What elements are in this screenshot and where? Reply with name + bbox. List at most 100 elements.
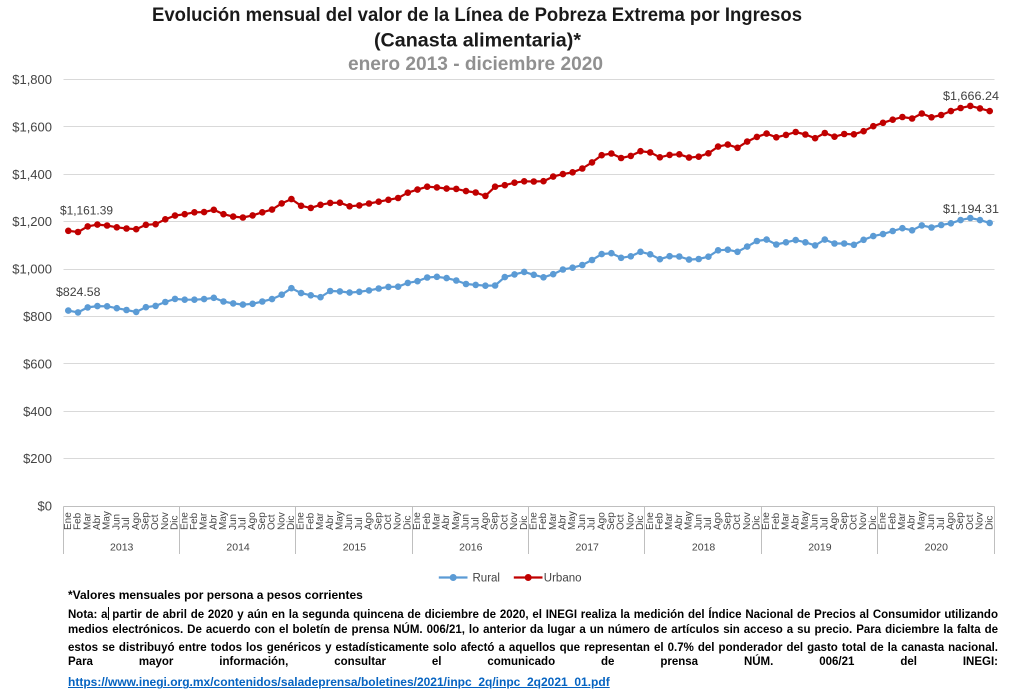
svg-text:Ago: Ago bbox=[596, 512, 607, 530]
svg-text:2013: 2013 bbox=[110, 542, 134, 554]
svg-text:Jun: Jun bbox=[693, 514, 704, 530]
svg-text:Feb: Feb bbox=[538, 512, 549, 530]
svg-text:Jun: Jun bbox=[111, 514, 122, 530]
svg-text:Ago: Ago bbox=[247, 512, 258, 530]
svg-text:Feb: Feb bbox=[189, 512, 200, 530]
svg-text:Mar: Mar bbox=[897, 512, 908, 530]
svg-text:2014: 2014 bbox=[226, 542, 250, 554]
svg-text:2019: 2019 bbox=[808, 542, 832, 554]
svg-text:Ago: Ago bbox=[946, 512, 957, 530]
svg-text:$1,194.31: $1,194.31 bbox=[943, 202, 999, 216]
svg-text:Nov: Nov bbox=[509, 512, 520, 530]
svg-text:$824.58: $824.58 bbox=[56, 285, 101, 299]
svg-text:Feb: Feb bbox=[305, 512, 316, 530]
svg-text:Feb: Feb bbox=[887, 512, 898, 530]
svg-text:Ene: Ene bbox=[296, 512, 307, 530]
svg-text:Ago: Ago bbox=[364, 512, 375, 530]
svg-text:Abr: Abr bbox=[790, 514, 801, 530]
svg-text:$200: $200 bbox=[23, 451, 52, 466]
svg-text:2020: 2020 bbox=[925, 542, 949, 554]
svg-text:May: May bbox=[800, 511, 811, 530]
svg-text:Dic: Dic bbox=[868, 516, 879, 530]
svg-text:Mar: Mar bbox=[781, 512, 792, 530]
svg-text:Sep: Sep bbox=[839, 512, 850, 530]
svg-text:Ago: Ago bbox=[829, 512, 840, 530]
svg-text:Ene: Ene bbox=[412, 512, 423, 530]
svg-text:Ago: Ago bbox=[480, 512, 491, 530]
svg-text:Jul: Jul bbox=[936, 517, 947, 530]
svg-text:2016: 2016 bbox=[459, 542, 483, 554]
svg-text:Abr: Abr bbox=[441, 514, 452, 530]
svg-text:$400: $400 bbox=[23, 404, 52, 419]
svg-text:2015: 2015 bbox=[343, 542, 367, 554]
svg-text:Ene: Ene bbox=[878, 512, 889, 530]
svg-text:Jul: Jul bbox=[587, 517, 598, 530]
svg-text:Jun: Jun bbox=[810, 514, 821, 530]
svg-text:May: May bbox=[102, 511, 113, 530]
svg-text:May: May bbox=[567, 511, 578, 530]
svg-text:Ene: Ene bbox=[761, 512, 772, 530]
svg-text:May: May bbox=[916, 511, 927, 530]
svg-text:Dic: Dic bbox=[286, 516, 297, 530]
svg-text:Mar: Mar bbox=[82, 512, 93, 530]
svg-text:Sep: Sep bbox=[141, 512, 152, 530]
svg-text:May: May bbox=[451, 511, 462, 530]
svg-text:Abr: Abr bbox=[558, 514, 569, 530]
svg-text:Jul: Jul bbox=[470, 517, 481, 530]
svg-text:Jul: Jul bbox=[121, 517, 132, 530]
svg-text:Sep: Sep bbox=[373, 512, 384, 530]
svg-text:$0: $0 bbox=[38, 499, 52, 514]
svg-text:Ago: Ago bbox=[713, 512, 724, 530]
svg-text:Evolución mensual del valor de: Evolución mensual del valor de la Línea … bbox=[152, 5, 802, 26]
svg-text:Nov: Nov bbox=[975, 512, 986, 530]
svg-text:May: May bbox=[335, 511, 346, 530]
svg-text:$1,400: $1,400 bbox=[12, 167, 52, 182]
svg-text:Nov: Nov bbox=[393, 512, 404, 530]
svg-text:$800: $800 bbox=[23, 309, 52, 324]
svg-text:Dic: Dic bbox=[752, 516, 763, 530]
svg-text:Oct: Oct bbox=[965, 514, 976, 530]
svg-text:Dic: Dic bbox=[635, 516, 646, 530]
svg-text:Nov: Nov bbox=[276, 512, 287, 530]
svg-text:Sep: Sep bbox=[257, 512, 268, 530]
svg-text:Nov: Nov bbox=[160, 512, 171, 530]
svg-text:Oct: Oct bbox=[849, 514, 860, 530]
svg-text:Oct: Oct bbox=[616, 514, 627, 530]
svg-text:Rural: Rural bbox=[473, 573, 500, 585]
svg-text:Jun: Jun bbox=[228, 514, 239, 530]
svg-text:Dic: Dic bbox=[984, 516, 995, 530]
svg-text:Oct: Oct bbox=[267, 514, 278, 530]
svg-text:Jul: Jul bbox=[238, 517, 249, 530]
svg-text:Oct: Oct bbox=[383, 514, 394, 530]
svg-text:$1,161.39: $1,161.39 bbox=[60, 204, 113, 218]
svg-text:Sep: Sep bbox=[490, 512, 501, 530]
svg-text:Mar: Mar bbox=[199, 512, 210, 530]
svg-text:Mar: Mar bbox=[664, 512, 675, 530]
svg-text:Oct: Oct bbox=[499, 514, 510, 530]
svg-text:Jun: Jun bbox=[577, 514, 588, 530]
svg-text:Jul: Jul bbox=[703, 517, 714, 530]
svg-text:Ene: Ene bbox=[63, 512, 74, 530]
svg-text:$1,600: $1,600 bbox=[12, 119, 52, 134]
svg-text:Abr: Abr bbox=[907, 514, 918, 530]
svg-text:Nov: Nov bbox=[625, 512, 636, 530]
svg-text:Abr: Abr bbox=[208, 514, 219, 530]
svg-text:$1,800: $1,800 bbox=[12, 72, 52, 87]
svg-text:Abr: Abr bbox=[92, 514, 103, 530]
svg-text:Feb: Feb bbox=[422, 512, 433, 530]
svg-text:Abr: Abr bbox=[325, 514, 336, 530]
svg-text:$1,666.24: $1,666.24 bbox=[943, 89, 999, 103]
svg-text:Mar: Mar bbox=[548, 512, 559, 530]
svg-text:Jun: Jun bbox=[344, 514, 355, 530]
svg-text:Jun: Jun bbox=[926, 514, 937, 530]
svg-text:Oct: Oct bbox=[150, 514, 161, 530]
svg-text:2018: 2018 bbox=[692, 542, 716, 554]
svg-text:$600: $600 bbox=[23, 356, 52, 371]
svg-text:Jul: Jul bbox=[819, 517, 830, 530]
svg-text:May: May bbox=[218, 511, 229, 530]
svg-text:Urbano: Urbano bbox=[544, 573, 582, 585]
svg-text:Jul: Jul bbox=[354, 517, 365, 530]
svg-text:Dic: Dic bbox=[402, 516, 413, 530]
svg-text:Mar: Mar bbox=[432, 512, 443, 530]
svg-text:Dic: Dic bbox=[519, 516, 530, 530]
